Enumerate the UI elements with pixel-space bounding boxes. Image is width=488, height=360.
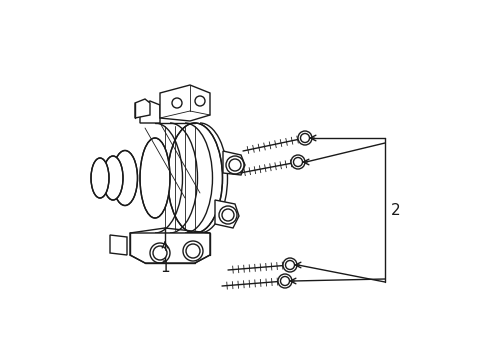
Ellipse shape [167, 123, 222, 233]
Polygon shape [130, 233, 209, 263]
Circle shape [297, 131, 311, 145]
Ellipse shape [103, 156, 123, 200]
Circle shape [172, 98, 182, 108]
Circle shape [228, 159, 241, 171]
Circle shape [222, 209, 234, 221]
Ellipse shape [140, 138, 170, 218]
Polygon shape [135, 99, 150, 118]
Polygon shape [160, 85, 209, 121]
Ellipse shape [91, 158, 109, 198]
Circle shape [278, 274, 291, 288]
Text: 2: 2 [390, 202, 400, 217]
Circle shape [283, 258, 296, 272]
Polygon shape [140, 101, 160, 123]
Polygon shape [215, 200, 239, 228]
Ellipse shape [112, 150, 137, 206]
Circle shape [195, 96, 204, 106]
Circle shape [153, 246, 167, 260]
Circle shape [290, 155, 305, 169]
Polygon shape [223, 151, 244, 175]
Circle shape [185, 244, 200, 258]
Polygon shape [110, 235, 127, 255]
Text: 1: 1 [160, 260, 169, 275]
